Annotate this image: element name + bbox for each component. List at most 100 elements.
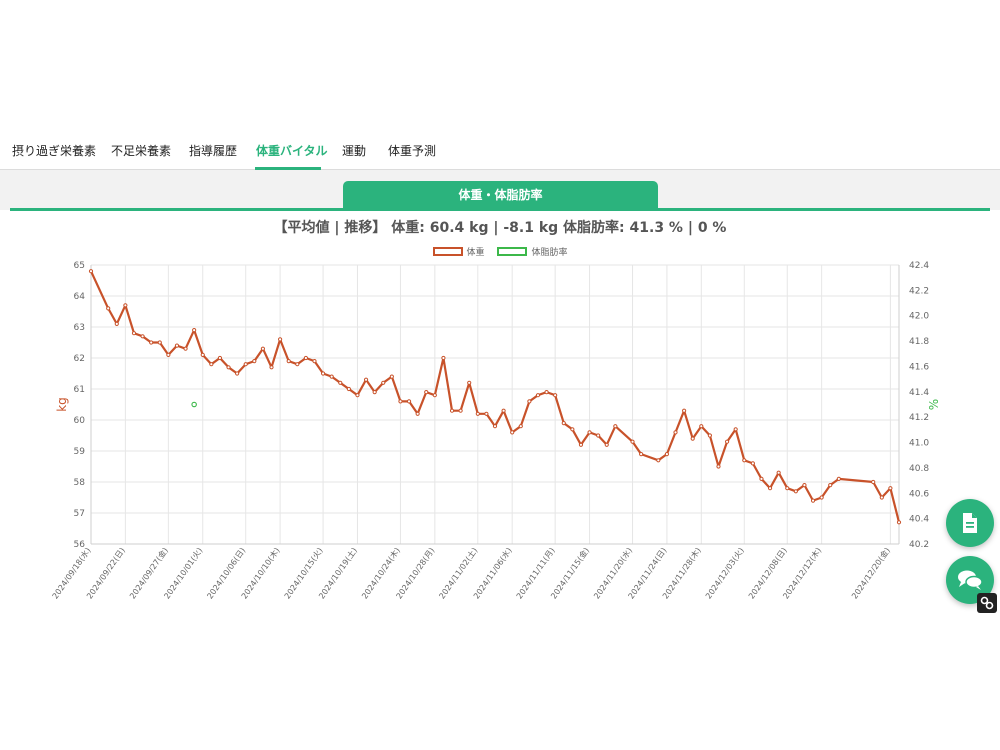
weight-data-point: [750, 461, 755, 466]
weight-data-point: [561, 421, 566, 426]
weight-data-point: [183, 346, 188, 351]
weight-data-point: [733, 427, 738, 432]
y-tick-label: 62: [74, 354, 85, 364]
weight-data-point: [346, 386, 351, 392]
weight-data-point: [157, 340, 162, 345]
weight-data-point: [785, 486, 790, 491]
legend-item-bodyfat[interactable]: 体脂肪率: [497, 245, 567, 258]
document-fab-button[interactable]: [946, 499, 994, 547]
y-tick-label: 58: [74, 478, 86, 488]
weight-data-point: [226, 365, 231, 370]
weight-data-point: [217, 355, 223, 361]
x-tick-label: 2024/12/03(火): [704, 546, 746, 601]
weight-data-point: [767, 486, 773, 491]
y2-tick-label: 42.4: [909, 261, 929, 271]
y-axis-title: kg: [55, 397, 69, 412]
weight-data-point: [871, 479, 876, 485]
weight-data-point: [441, 355, 446, 361]
weight-data-point: [235, 371, 240, 376]
y2-tick-label: 41.0: [909, 439, 929, 449]
tab-bar: 摂り過ぎ栄養素 不足栄養素 指導履歴 体重バイタル 運動 体重予測: [0, 128, 1000, 170]
weight-data-point: [836, 476, 841, 481]
tab-weight-prediction[interactable]: 体重予測: [388, 144, 437, 158]
summary-text: 【平均値 | 推移】 体重: 60.4 kg | -8.1 kg 体脂肪率: 4…: [273, 220, 727, 236]
chat-icon: [958, 570, 983, 590]
weight-data-point: [742, 458, 747, 463]
weight-data-point: [819, 495, 824, 500]
weight-data-point: [518, 424, 523, 429]
weight-data-point: [613, 424, 618, 429]
weight-data-point: [879, 495, 884, 500]
y2-axis-title: %: [927, 399, 941, 410]
weight-data-point: [269, 365, 274, 370]
weight-data-point: [793, 489, 798, 494]
weight-data-point: [192, 328, 197, 333]
weight-data-point: [776, 470, 781, 475]
weight-data-point: [355, 393, 360, 398]
x-tick-label: 2024/09/22(日): [85, 546, 127, 601]
tab-deficient-nutrients[interactable]: 不足栄養素: [111, 144, 172, 158]
weight-data-point: [724, 439, 730, 444]
x-tick-label: 2024/12/20(金): [849, 545, 892, 600]
x-tick-label: 2024/10/01(火): [162, 546, 204, 601]
weight-data-point: [338, 380, 343, 385]
weight-data-point: [492, 424, 498, 429]
legend-label-weight: 体重: [466, 248, 485, 258]
weight-data-point: [406, 399, 412, 404]
weight-data-point: [166, 352, 171, 358]
weight-data-point: [415, 411, 420, 416]
y-tick-label: 63: [74, 323, 85, 333]
weight-series-line: [90, 270, 901, 523]
link-icon: [980, 596, 994, 610]
y2-tick-label: 42.2: [909, 286, 929, 296]
weight-data-point: [209, 362, 214, 367]
weight-data-point: [510, 430, 515, 435]
legend-item-weight[interactable]: 体重: [432, 245, 485, 258]
y2-tick-label: 40.6: [909, 489, 929, 499]
link-badge[interactable]: [977, 593, 997, 613]
y-tick-label: 60: [74, 416, 86, 426]
y-tick-label: 61: [74, 385, 85, 395]
weight-data-point: [458, 408, 463, 413]
chart-tab-rule: [10, 208, 990, 211]
weight-data-point: [896, 520, 902, 525]
x-tick-label: 2024/10/28(月): [394, 546, 436, 601]
weight-data-point: [424, 390, 429, 395]
y2-tick-label: 40.4: [909, 515, 929, 525]
weight-data-point: [570, 427, 575, 432]
weight-data-point: [389, 374, 394, 379]
weight-data-point: [106, 306, 111, 311]
weight-data-point: [114, 321, 119, 327]
weight-data-point: [200, 352, 205, 358]
y-tick-label: 65: [74, 261, 85, 271]
tab-excess-nutrients[interactable]: 摂り過ぎ栄養素: [12, 144, 97, 158]
weight-data-point: [286, 359, 291, 364]
weight-data-point: [320, 371, 326, 376]
weight-data-point: [312, 359, 317, 364]
weight-data-point: [596, 433, 601, 438]
weight-data-point: [303, 355, 308, 361]
y2-tick-label: 42.0: [909, 312, 929, 322]
weight-data-point: [475, 411, 480, 416]
weight-data-point: [828, 483, 833, 488]
weight-data-point: [149, 340, 154, 345]
weight-data-point: [260, 346, 266, 351]
weight-data-point: [449, 408, 455, 413]
tab-weight-vitals[interactable]: 体重バイタル: [256, 144, 328, 158]
weight-data-point: [802, 483, 807, 488]
weight-data-point: [716, 464, 721, 469]
y2-tick-label: 41.8: [909, 337, 929, 347]
weight-data-point: [604, 442, 609, 447]
weight-data-point: [673, 430, 678, 435]
weight-data-point: [587, 430, 592, 435]
weight-bodyfat-chart: 65 64 63 62 61 60 59 58 57 56 42.4 42.2 42.0 41.8 41.6…: [50, 261, 941, 601]
weight-data-point: [295, 362, 300, 367]
y2-tick-label: 40.2: [909, 540, 929, 550]
weight-data-point: [381, 380, 386, 385]
chart-tab-weight-bodyfat[interactable]: 体重・体脂肪率: [343, 181, 658, 209]
tab-exercise[interactable]: 運動: [342, 144, 367, 158]
weight-data-point: [123, 303, 128, 308]
weight-data-point: [664, 452, 670, 457]
weight-data-point: [699, 424, 704, 429]
tab-guidance-history[interactable]: 指導履歴: [189, 144, 238, 158]
